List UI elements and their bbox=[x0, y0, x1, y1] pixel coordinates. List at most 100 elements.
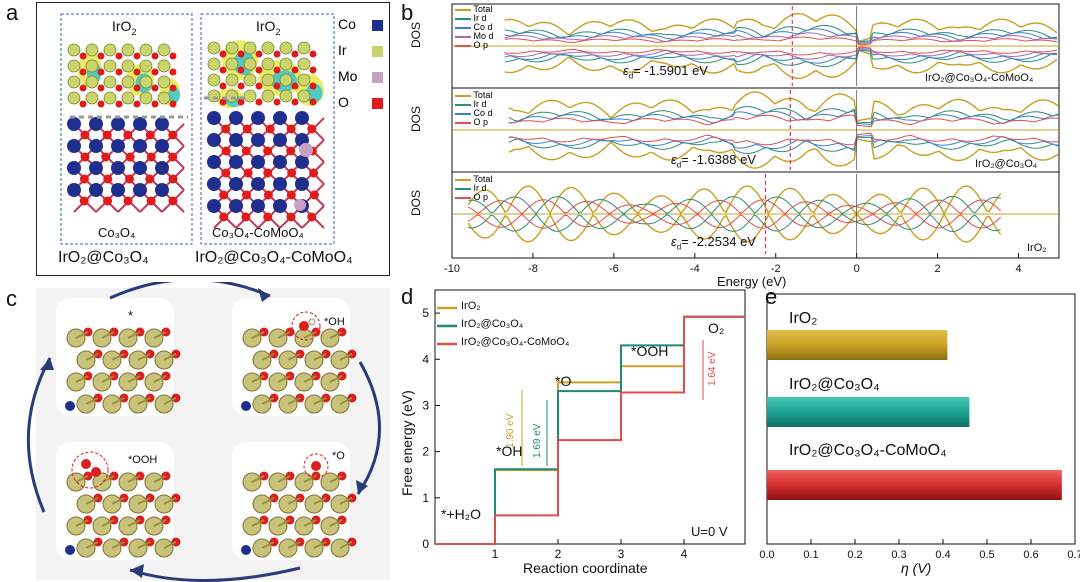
ir-atom bbox=[85, 43, 99, 57]
bond bbox=[111, 497, 125, 505]
ir-atom bbox=[139, 75, 153, 89]
legend-row: Total bbox=[455, 175, 492, 184]
o-atom bbox=[255, 66, 263, 74]
dos-plot: -10 -8 -6 -4 -2 0 2 4 bbox=[444, 3, 1060, 275]
ir-atom bbox=[279, 89, 293, 103]
ir-atom bbox=[103, 75, 117, 89]
ir-swatch bbox=[372, 46, 383, 57]
fe-ticks: 0 1 2 3 4 5 1 2 3 4 bbox=[422, 306, 687, 561]
legend-row: Co d bbox=[455, 23, 494, 32]
o-atom bbox=[146, 196, 156, 206]
material-label-3: IrO₂ bbox=[1027, 242, 1047, 254]
left-caption: IrO₂@Co₃O₄ bbox=[58, 249, 149, 266]
panel-a-label: a bbox=[6, 0, 19, 25]
o-atom bbox=[309, 82, 317, 90]
ir-atom bbox=[121, 59, 135, 73]
bond bbox=[127, 475, 141, 483]
o-atom bbox=[133, 84, 141, 92]
o-atom bbox=[241, 212, 251, 222]
ir-atom bbox=[157, 43, 171, 57]
ir-atom bbox=[279, 41, 293, 55]
o-atom bbox=[169, 84, 177, 92]
bond bbox=[287, 541, 301, 549]
o-atom bbox=[169, 100, 177, 108]
co-atom bbox=[229, 133, 243, 147]
co-atom bbox=[89, 139, 103, 153]
ir-atom bbox=[243, 89, 257, 103]
o-atom bbox=[307, 212, 317, 222]
bar-label-iro2-co3o4: IrO₂@Co₃O₄ bbox=[789, 376, 880, 393]
o-atom bbox=[286, 124, 296, 134]
ir-atom bbox=[103, 59, 117, 73]
arrow-heads bbox=[40, 288, 368, 578]
o-atom bbox=[168, 152, 178, 162]
ed-label-1: εd= -1.5901 eV bbox=[623, 63, 708, 81]
co-atom bbox=[251, 177, 265, 191]
fe-y-tick-label: 4 bbox=[422, 352, 429, 366]
bond bbox=[137, 541, 151, 549]
ir-atom bbox=[279, 73, 293, 87]
ir-atom bbox=[157, 91, 171, 105]
dos-curve bbox=[467, 199, 1002, 215]
mo-atom bbox=[294, 199, 306, 211]
o-atom bbox=[273, 50, 281, 58]
co-atom bbox=[89, 183, 103, 197]
bond bbox=[277, 475, 291, 483]
dos-curve bbox=[504, 36, 1058, 46]
ir-atom bbox=[243, 57, 257, 71]
panel-d-label: d bbox=[401, 284, 414, 309]
bond bbox=[163, 541, 177, 549]
ir-atom bbox=[207, 89, 221, 103]
o-atom bbox=[79, 68, 87, 76]
co-atom bbox=[251, 111, 265, 125]
dos-curves bbox=[452, 6, 1059, 254]
fe-series-1 bbox=[435, 315, 745, 545]
o-atom bbox=[145, 130, 155, 140]
bond bbox=[303, 375, 317, 383]
catalytic-cycle bbox=[26, 282, 381, 582]
ir-atom bbox=[118, 472, 138, 492]
co-atom bbox=[207, 199, 221, 213]
ir-atom bbox=[261, 89, 275, 103]
dos-curve bbox=[468, 213, 1001, 233]
o-atom bbox=[237, 66, 245, 74]
bond bbox=[287, 397, 301, 405]
o-atom bbox=[97, 100, 105, 108]
o-atom bbox=[309, 98, 317, 106]
legend-row: Ir d bbox=[455, 100, 493, 109]
bond bbox=[75, 331, 89, 339]
co-atom bbox=[67, 139, 81, 153]
bond bbox=[277, 331, 291, 339]
panel-e: e 0.0 0.1 0.2 0.3 0.4 0.5 0.6 0.7 IrO₂ IrO₂@Co₃… bbox=[755, 284, 1080, 582]
o-atom bbox=[102, 130, 112, 140]
bond bbox=[85, 497, 99, 505]
bond bbox=[261, 541, 275, 549]
o-atom bbox=[309, 190, 319, 200]
o-atom bbox=[133, 100, 141, 108]
bond bbox=[153, 331, 167, 339]
bond bbox=[251, 331, 265, 339]
ir-atom bbox=[243, 41, 257, 55]
legend-row: O p bbox=[455, 41, 494, 50]
ed-label-3: εd= -2.2534 eV bbox=[671, 234, 756, 252]
eta-xlabel: η (V) bbox=[901, 560, 932, 576]
o-atom bbox=[97, 52, 105, 60]
co-atom bbox=[295, 177, 309, 191]
state-o-label: *O bbox=[332, 450, 345, 462]
bond bbox=[111, 541, 125, 549]
co-atom bbox=[111, 117, 125, 131]
bar-label-iro2: IrO₂ bbox=[789, 310, 818, 327]
o-atom bbox=[124, 174, 134, 184]
co-atom bbox=[111, 183, 125, 197]
co-atom bbox=[273, 133, 287, 147]
dos-curve bbox=[467, 213, 1002, 229]
o-atom bbox=[168, 174, 178, 184]
dos-curve bbox=[508, 132, 1059, 146]
o-atom bbox=[237, 50, 245, 58]
panel-a-structures bbox=[60, 13, 335, 245]
o-atom bbox=[291, 98, 299, 106]
co-atom bbox=[295, 111, 309, 125]
o-atom bbox=[286, 190, 296, 200]
co-atom bbox=[241, 545, 251, 555]
co-atom bbox=[251, 133, 265, 147]
